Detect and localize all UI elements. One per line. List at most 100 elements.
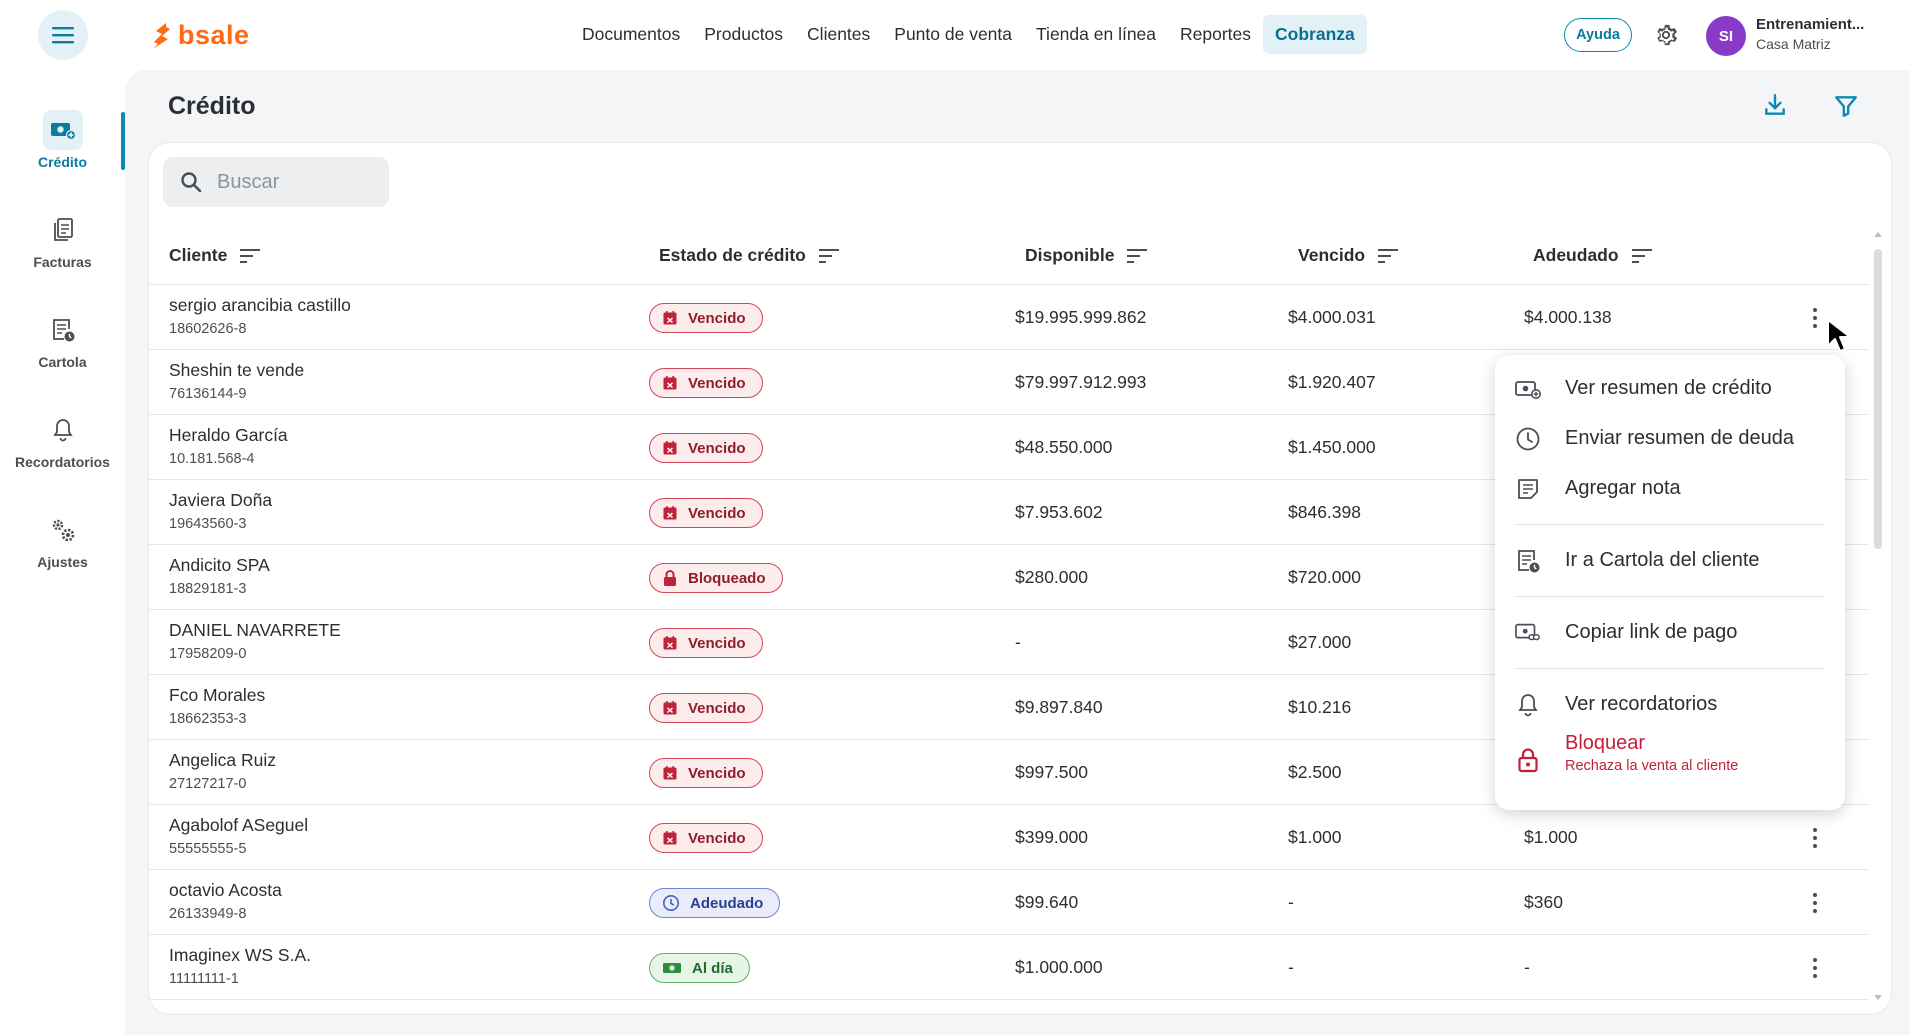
overdue-amount: $4.000.031 (1288, 307, 1376, 327)
lock-icon (662, 569, 678, 587)
available-amount: $399.000 (1015, 827, 1088, 847)
client-name[interactable]: octavio Acosta (169, 880, 282, 900)
table-row[interactable]: Angelica Ruiz 27127217-0 Vencido $997.500 $2… (149, 740, 1869, 805)
payment-link-icon (1515, 620, 1541, 646)
column-label: Vencido (1298, 245, 1366, 265)
column-disponible[interactable]: Disponible (1025, 245, 1148, 266)
client-name[interactable]: DANIEL NAVARRETE (169, 620, 341, 640)
menu-item-label: Bloquear (1565, 732, 1646, 754)
settings-button[interactable] (1652, 21, 1680, 54)
help-button[interactable]: Ayuda (1564, 18, 1632, 52)
table-scrollbar[interactable] (1869, 227, 1887, 1007)
client-name[interactable]: Heraldo García (169, 425, 288, 445)
table-row[interactable]: Agabolof ASeguel 55555555-5 Vencido $399.00… (149, 805, 1869, 870)
table-row[interactable]: Sheshin te vende 76136144-9 Vencido $79.997… (149, 350, 1869, 415)
table-row[interactable]: Javiera Doña 19643560-3 Vencido $7.953.602 $… (149, 480, 1869, 545)
status-label: Al día (692, 959, 733, 977)
overdue-amount: $2.500 (1288, 762, 1342, 782)
calendar-x-icon (662, 440, 678, 456)
column-vencido[interactable]: Vencido (1298, 245, 1399, 266)
sidebar-item-ajustes[interactable]: Ajustes (0, 510, 125, 590)
row-actions-button[interactable] (1809, 888, 1821, 918)
row-actions-button[interactable] (1809, 823, 1821, 853)
table-row[interactable]: Heraldo García 10.181.568-4 Vencido $48.550… (149, 415, 1869, 480)
calendar-x-icon (662, 375, 678, 391)
menu-item-enviar-resumen-deuda[interactable]: Enviar resumen de deuda (1495, 415, 1845, 461)
filter-icon (1835, 96, 1857, 117)
sidebar-item-label: Cartola (38, 354, 87, 370)
calendar-x-icon (662, 505, 678, 521)
sidebar-item-cartola[interactable]: Cartola (0, 310, 125, 390)
row-actions-button[interactable] (1809, 953, 1821, 983)
client-name[interactable]: Agabolof ASeguel (169, 815, 309, 835)
filter-button[interactable] (1833, 93, 1859, 124)
sidebar-item-label: Ajustes (37, 554, 88, 570)
menu-item-agregar-nota[interactable]: Agregar nota (1495, 465, 1845, 511)
nav-productos[interactable]: Productos (704, 24, 784, 44)
status-label: Bloqueado (688, 569, 766, 587)
menu-item-label: Ver resumen de crédito (1565, 376, 1772, 399)
client-name[interactable]: Javiera Doña (169, 490, 273, 510)
nav-punto-de-venta[interactable]: Punto de venta (894, 24, 1013, 44)
status-badge: Bloqueado (649, 563, 783, 593)
client-name[interactable]: Fco Morales (169, 685, 266, 705)
row-actions-button[interactable] (1809, 303, 1821, 333)
bsale-logo[interactable]: bsale (152, 20, 250, 51)
sidebar-item-label: Facturas (33, 254, 92, 270)
menu-item-ver-resumen-credito[interactable]: Ver resumen de crédito (1495, 365, 1845, 411)
client-rut: 19643560-3 (169, 516, 247, 532)
download-button[interactable] (1762, 92, 1788, 123)
column-estado[interactable]: Estado de crédito (659, 245, 840, 266)
menu-item-ir-cartola[interactable]: Ir a Cartola del cliente (1495, 537, 1845, 583)
kebab-dot (1813, 901, 1817, 905)
menu-item-ver-recordatorios[interactable]: Ver recordatorios (1495, 681, 1845, 727)
table-row[interactable]: octavio Acosta 26133949-8 Adeudado $99.640 -… (149, 870, 1869, 935)
status-badge: Vencido (649, 368, 763, 398)
status-label: Vencido (688, 764, 746, 782)
column-cliente[interactable]: Cliente (169, 245, 261, 266)
table-row[interactable]: DANIEL NAVARRETE 17958209-0 Vencido - $27.00… (149, 610, 1869, 675)
client-name[interactable]: Sheshin te vende (169, 360, 305, 380)
client-rut: 18662353-3 (169, 711, 247, 727)
client-name[interactable]: sergio arancibia castillo (169, 295, 351, 315)
menu-item-label: Agregar nota (1565, 476, 1681, 499)
nav-cobranza[interactable]: Cobranza (1263, 15, 1367, 54)
search-icon (181, 172, 202, 193)
nav-clientes[interactable]: Clientes (807, 24, 871, 44)
scroll-thumb[interactable] (1874, 249, 1882, 549)
credit-icon (42, 110, 83, 150)
owed-amount: - (1524, 957, 1530, 977)
table-row[interactable]: sergio arancibia castillo 18602626-8 Venci… (149, 285, 1869, 350)
nav-reportes[interactable]: Reportes (1180, 24, 1252, 44)
owed-amount: $360 (1524, 892, 1563, 912)
client-name[interactable]: Angelica Ruiz (169, 750, 276, 770)
table-row[interactable]: Andicito SPA 18829181-3 Bloqueado $280.000 $… (149, 545, 1869, 610)
menu-item-bloquear[interactable]: Bloquear Rechaza la venta al cliente (1495, 730, 1845, 790)
calendar-x-icon (662, 310, 678, 326)
avatar[interactable]: SI (1706, 16, 1746, 56)
menu-toggle-button[interactable] (38, 10, 88, 60)
table-row[interactable]: Imaginex WS S.A. 11111111-1 Al día $1.000.0… (149, 935, 1869, 1000)
cash-icon (662, 960, 682, 976)
search-box[interactable] (163, 157, 389, 207)
available-amount: $9.897.840 (1015, 697, 1103, 717)
kebab-dot (1813, 974, 1817, 978)
nav-tienda-en-linea[interactable]: Tienda en línea (1036, 24, 1157, 44)
search-input[interactable] (217, 170, 367, 194)
mouse-cursor (1826, 318, 1856, 359)
available-amount: $1.000.000 (1015, 957, 1103, 977)
available-amount: $7.953.602 (1015, 502, 1103, 522)
user-info[interactable]: Entrenamient... Casa Matriz (1756, 16, 1864, 52)
client-name[interactable]: Andicito SPA (169, 555, 270, 575)
note-icon (1515, 476, 1541, 502)
menu-item-copiar-link-pago[interactable]: Copiar link de pago (1495, 609, 1845, 655)
sidebar-item-facturas[interactable]: Facturas (0, 210, 125, 290)
status-label: Vencido (688, 829, 746, 847)
sidebar-item-credito[interactable]: Crédito (0, 110, 125, 190)
nav-documentos[interactable]: Documentos (582, 24, 681, 44)
column-adeudado[interactable]: Adeudado (1533, 245, 1653, 266)
table-row[interactable]: Fco Morales 18662353-3 Vencido $9.897.840 $1… (149, 675, 1869, 740)
sidebar-item-recordatorios[interactable]: Recordatorios (0, 410, 125, 490)
menu-item-label: Ir a Cartola del cliente (1565, 548, 1760, 571)
client-name[interactable]: Imaginex WS S.A. (169, 945, 311, 965)
